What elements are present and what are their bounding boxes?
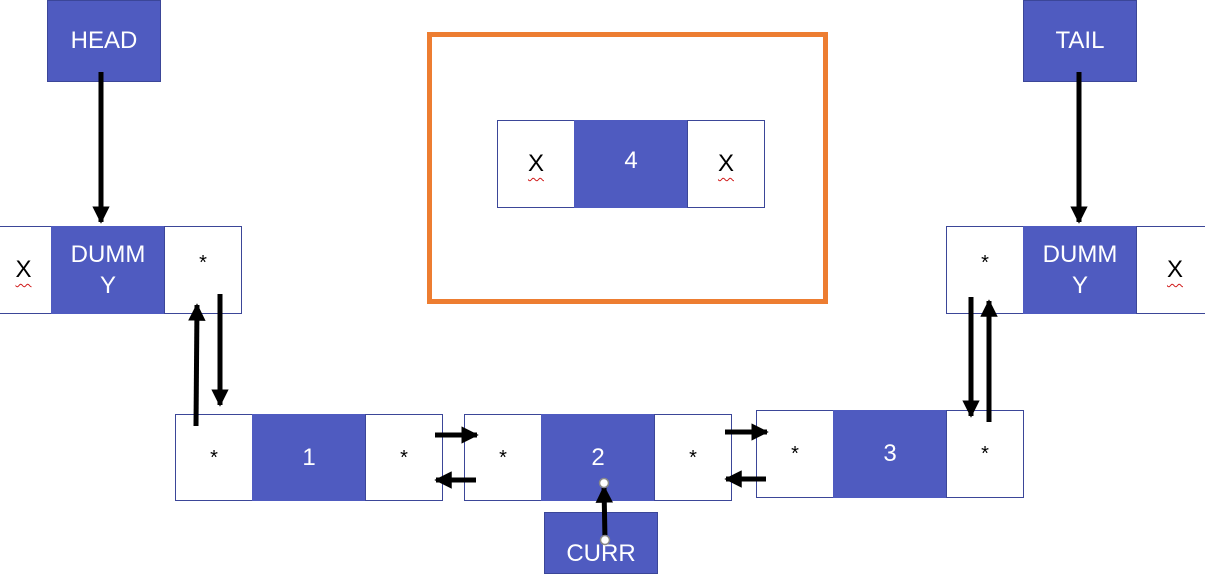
dummy-head-next-cell: * bbox=[164, 226, 242, 314]
node-2-next-text: * bbox=[689, 446, 697, 469]
dummy-tail-next-cell: X bbox=[1136, 226, 1205, 314]
dummy-head-value-line1: DUMM bbox=[70, 241, 146, 268]
dummy-tail-value-cell: DUMM Y bbox=[1023, 226, 1137, 314]
new-node-prev-text: X bbox=[527, 150, 544, 177]
node-3-value-text: 3 bbox=[883, 440, 897, 467]
node-3-next-text: * bbox=[981, 443, 989, 465]
curr-arrow-start-handle bbox=[599, 534, 611, 546]
node-3-prev-cell: * bbox=[756, 410, 834, 498]
dummy-head-value-line2: Y bbox=[99, 272, 116, 299]
curr-label: CURR bbox=[566, 540, 636, 567]
node-1-next-cell: * bbox=[365, 414, 443, 501]
node-1-next-text: * bbox=[400, 446, 408, 469]
tail-label: TAIL bbox=[1055, 27, 1105, 54]
node-2-next-cell: * bbox=[654, 414, 732, 501]
dummy-head-next-text: * bbox=[199, 252, 207, 274]
curr-arrow-end-handle bbox=[598, 477, 610, 489]
curr-to-node2-arrow bbox=[595, 485, 614, 541]
new-node-next-text: X bbox=[717, 150, 734, 177]
new-node-value-text: 4 bbox=[624, 147, 638, 174]
node-1-value-cell: 1 bbox=[252, 414, 366, 501]
head-pointer: HEAD bbox=[47, 0, 161, 82]
dummy-head-value-cell: DUMM Y bbox=[51, 226, 165, 314]
node-3-next-cell: * bbox=[946, 410, 1024, 498]
node-2-prev-text: * bbox=[499, 446, 507, 469]
node-1-prev-cell: * bbox=[175, 414, 253, 501]
dummy-tail-value-line2: Y bbox=[1071, 272, 1088, 299]
dummy-head-prev-cell: X bbox=[0, 226, 52, 314]
new-node-value-cell: 4 bbox=[574, 120, 688, 208]
new-node-next-cell: X bbox=[687, 120, 765, 208]
head-label: HEAD bbox=[70, 27, 138, 54]
node-3-prev-text: * bbox=[791, 443, 799, 465]
node-2-value-text: 2 bbox=[591, 443, 605, 471]
new-node-prev-cell: X bbox=[497, 120, 575, 208]
dummy-tail-next-text: X bbox=[1166, 256, 1183, 283]
node1-prev-arrow bbox=[188, 303, 206, 427]
dummy-tail-value-line1: DUMM bbox=[1042, 241, 1118, 268]
node-1-value-text: 1 bbox=[302, 443, 316, 471]
new-node-highlight-frame bbox=[427, 32, 828, 304]
node-3-value-cell: 3 bbox=[833, 410, 947, 498]
dummy-head-prev-text: X bbox=[15, 256, 32, 283]
node-1-prev-text: * bbox=[210, 446, 218, 469]
dummy-tail-prev-text: * bbox=[981, 252, 989, 274]
